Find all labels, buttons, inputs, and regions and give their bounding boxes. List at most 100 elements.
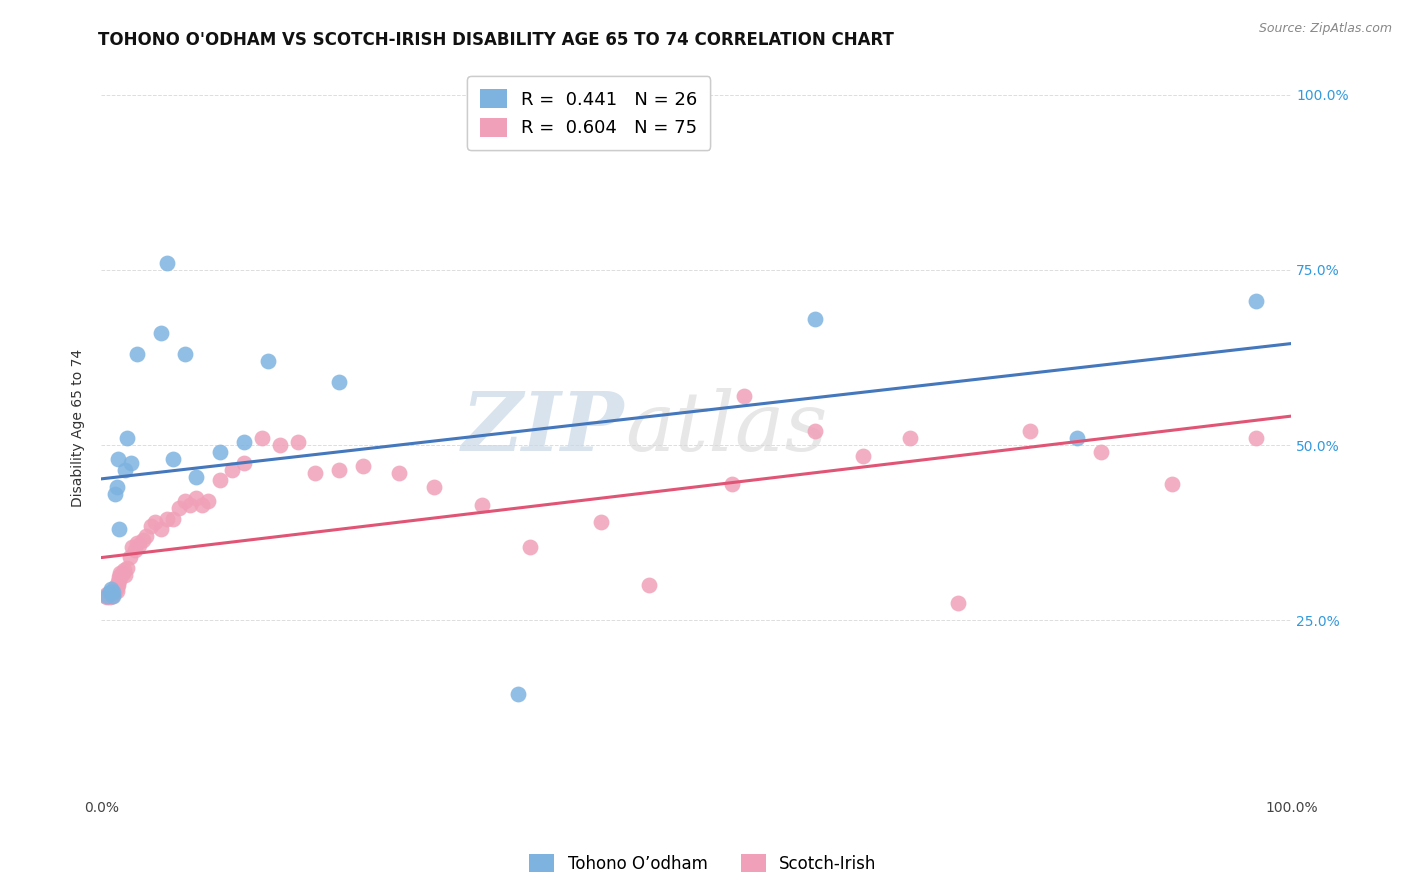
Point [110, 568, 132, 582]
Point [946, 596, 969, 610]
Point [179, 498, 201, 512]
Point [804, 312, 827, 326]
Y-axis label: Disability Age 65 to 74: Disability Age 65 to 74 [72, 349, 86, 507]
Point [156, 256, 179, 270]
Point [108, 570, 131, 584]
Point [105, 584, 128, 599]
Point [103, 585, 125, 599]
Point [328, 375, 350, 389]
Point [110, 567, 132, 582]
Point [269, 438, 291, 452]
Point [101, 585, 124, 599]
Point [250, 431, 273, 445]
Point [121, 540, 143, 554]
Point [114, 463, 136, 477]
Point [162, 452, 184, 467]
Point [120, 456, 142, 470]
Point [101, 589, 124, 603]
Point [101, 589, 124, 603]
Point [209, 473, 232, 487]
Point [197, 494, 219, 508]
Point [256, 354, 278, 368]
Point [125, 536, 148, 550]
Point [149, 522, 172, 536]
Point [100, 589, 122, 603]
Point [125, 347, 148, 361]
Point [471, 498, 494, 512]
Point [104, 580, 127, 594]
Point [94, 589, 117, 603]
Point [111, 566, 134, 580]
Point [156, 512, 179, 526]
Point [721, 476, 744, 491]
Point [118, 550, 141, 565]
Point [101, 587, 124, 601]
Point [101, 585, 124, 599]
Point [328, 463, 350, 477]
Point [352, 459, 374, 474]
Point [107, 578, 129, 592]
Point [105, 480, 128, 494]
Point [149, 326, 172, 340]
Point [143, 516, 166, 530]
Point [96, 587, 118, 601]
Point [733, 389, 755, 403]
Point [124, 543, 146, 558]
Point [104, 487, 127, 501]
Point [100, 582, 122, 596]
Point [103, 582, 125, 596]
Point [1066, 431, 1088, 445]
Point [287, 434, 309, 449]
Point [162, 512, 184, 526]
Point [104, 584, 127, 599]
Point [1018, 424, 1040, 438]
Text: TOHONO O'ODHAM VS SCOTCH-IRISH DISABILITY AGE 65 TO 74 CORRELATION CHART: TOHONO O'ODHAM VS SCOTCH-IRISH DISABILIT… [98, 31, 894, 49]
Point [128, 538, 150, 552]
Point [98, 585, 121, 599]
Point [388, 467, 411, 481]
Point [105, 581, 128, 595]
Point [107, 574, 129, 589]
Point [94, 589, 117, 603]
Point [804, 424, 827, 438]
Point [110, 566, 132, 581]
Point [108, 522, 131, 536]
Point [173, 347, 195, 361]
Point [101, 585, 124, 599]
Point [423, 480, 446, 494]
Point [96, 590, 118, 604]
Point [900, 431, 922, 445]
Point [1244, 294, 1267, 309]
Point [117, 561, 139, 575]
Text: ZIP: ZIP [463, 388, 624, 467]
Point [167, 501, 190, 516]
Point [519, 540, 541, 554]
Point [209, 445, 232, 459]
Point [141, 518, 163, 533]
Point [186, 491, 208, 505]
Point [637, 578, 659, 592]
Point [114, 567, 136, 582]
Point [96, 589, 118, 603]
Legend: Tohono O’odham, Scotch-Irish: Tohono O’odham, Scotch-Irish [523, 847, 883, 880]
Point [96, 589, 118, 603]
Text: atlas: atlas [624, 388, 827, 467]
Point [97, 587, 120, 601]
Point [852, 449, 875, 463]
Point [304, 467, 326, 481]
Text: Source: ZipAtlas.com: Source: ZipAtlas.com [1258, 22, 1392, 36]
Point [233, 456, 256, 470]
Point [112, 563, 135, 577]
Point [135, 529, 157, 543]
Point [221, 463, 243, 477]
Point [132, 533, 155, 547]
Legend: R =  0.441   N = 26, R =  0.604   N = 75: R = 0.441 N = 26, R = 0.604 N = 75 [467, 76, 710, 150]
Point [173, 494, 195, 508]
Point [191, 498, 214, 512]
Point [98, 590, 121, 604]
Point [117, 431, 139, 445]
Point [1244, 431, 1267, 445]
Point [97, 589, 120, 603]
Point [100, 587, 122, 601]
Point [107, 452, 129, 467]
